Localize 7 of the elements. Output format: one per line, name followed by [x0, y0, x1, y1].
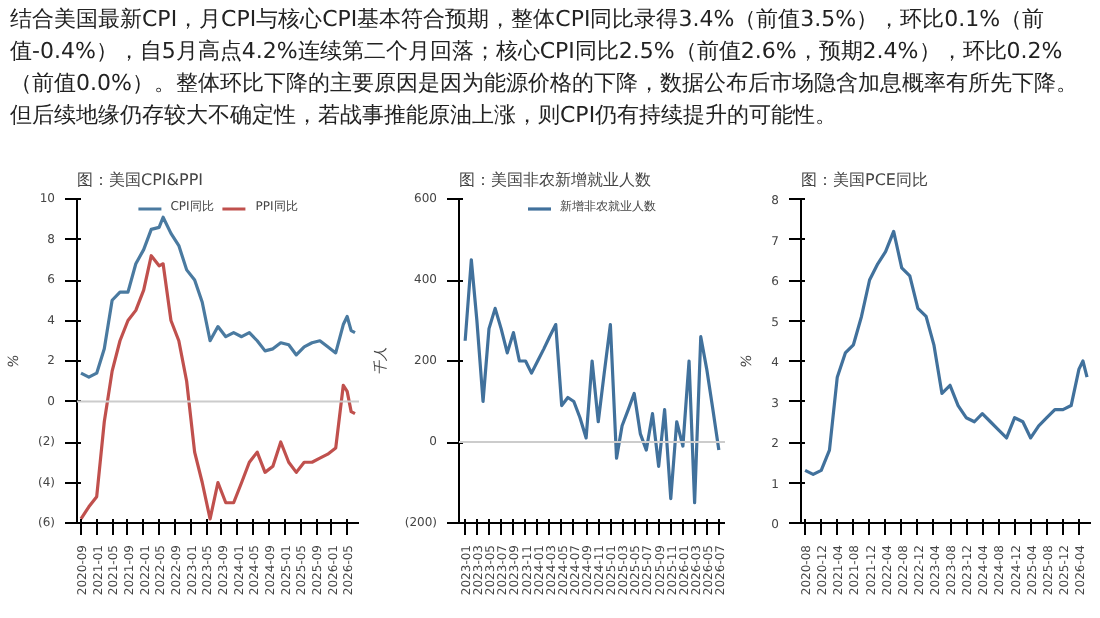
chart-title: 图：美国PCE同比 [801, 171, 928, 189]
chart-title: 图：美国非农新增就业人数 [459, 171, 651, 189]
line-series [463, 258, 721, 505]
line-series [79, 215, 357, 379]
text: 结合美国最新CPI，月CPI与核心CPI基本符合预期，整体CPI同比录得3.4%（前值3.5%），环比0.1%（前值-0.4%），自5月高点4.2%连续第二个月回落；核心CPI同比2.5%（前值2.6%，预期2.4%），环比0.2%（前值0.0%）。整体环比下降的主要原因是因为能源价格的下降，数据公布后市场隐含加息概率有所先下降。但后续地缘仍存较大不确定性，若战事推能原油上涨，则CPI仍有持续提升的可能性。 [10, 4, 1080, 132]
line-series [803, 229, 1089, 476]
chart-title: 图：美国CPI&PPI [77, 171, 204, 189]
